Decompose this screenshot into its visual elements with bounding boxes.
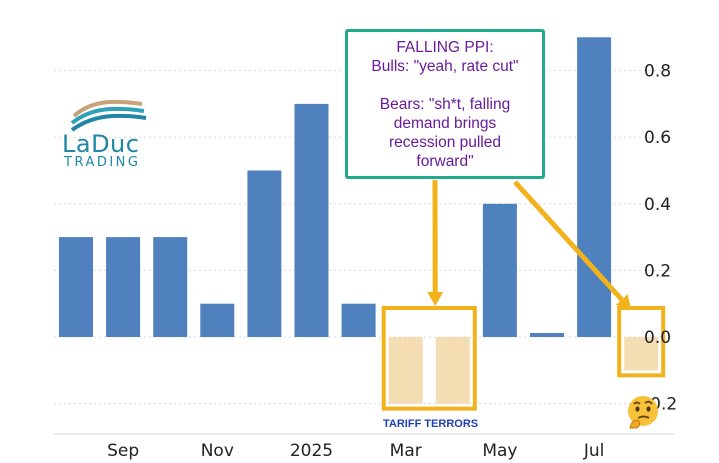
highlight-boxes (381, 306, 666, 411)
bar (624, 337, 659, 371)
falling-ppi-callout: FALLING PPI: Bulls: "yeah, rate cut" Bea… (345, 29, 545, 179)
callout-line-6: forward" (416, 153, 474, 170)
y-tick-label: 0.2 (644, 261, 671, 281)
x-tick-label: 2025 (290, 441, 333, 461)
laduc-logo: LaDuc TRADING (62, 96, 152, 176)
bar (482, 203, 517, 337)
y-tick-label: 0.8 (644, 62, 671, 82)
bar (577, 37, 612, 338)
tariff-terrors-label: TARIFF TERRORS (383, 418, 479, 430)
bar (294, 103, 329, 338)
arrow-head (427, 291, 444, 306)
bar (435, 337, 470, 404)
bar (247, 170, 282, 337)
callout-line-4: demand brings (393, 115, 497, 132)
y-tick-label: 0.4 (644, 195, 671, 215)
x-tick-label: May (482, 441, 517, 461)
highlight-box (617, 306, 666, 378)
callout-arrows (427, 179, 632, 310)
logo-name: LaDuc (62, 130, 140, 158)
arrow-shaft (513, 180, 624, 302)
callout-line-1: FALLING PPI: (396, 39, 494, 56)
x-tick-label: Mar (390, 441, 422, 461)
x-tick-labels: Sep Nov 2025 Mar May Jul (107, 441, 604, 461)
bar (59, 237, 93, 337)
x-tick-label: Sep (107, 441, 139, 461)
y-tick-label: 0.0 (644, 328, 671, 348)
y-tick-label: 0.6 (644, 128, 671, 148)
bar (388, 337, 423, 404)
callout-line-2: Bulls: "yeah, rate cut" (371, 58, 519, 75)
x-tick-label: Nov (201, 441, 234, 461)
highlight-box (381, 306, 477, 411)
x-tick-label: Jul (583, 441, 605, 461)
bars (59, 37, 659, 404)
thinking-face-icon (628, 396, 658, 429)
bar (200, 303, 235, 337)
arrow-head (615, 294, 632, 310)
logo-subtitle: TRADING (64, 155, 141, 170)
bar (153, 237, 188, 337)
bar (341, 303, 376, 337)
y-tick-labels: -0.20.00.20.40.60.8 (644, 62, 677, 415)
callout-line-3: Bears: "sh*t, falling (379, 96, 511, 113)
wave-logo-icon (70, 99, 147, 132)
bar (106, 237, 141, 337)
bar (530, 333, 564, 337)
callout-line-5: recession pulled (388, 134, 501, 151)
